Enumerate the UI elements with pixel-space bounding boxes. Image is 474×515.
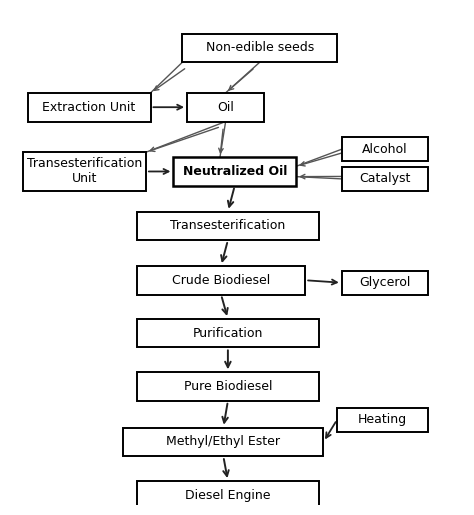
- FancyBboxPatch shape: [123, 427, 323, 456]
- Text: Pure Biodiesel: Pure Biodiesel: [183, 380, 272, 393]
- Text: Crude Biodiesel: Crude Biodiesel: [172, 274, 270, 287]
- Text: Oil: Oil: [217, 101, 234, 114]
- FancyBboxPatch shape: [23, 152, 146, 191]
- FancyBboxPatch shape: [137, 481, 319, 510]
- Text: Alcohol: Alcohol: [362, 143, 408, 156]
- Text: Extraction Unit: Extraction Unit: [43, 101, 136, 114]
- FancyBboxPatch shape: [342, 271, 428, 295]
- FancyBboxPatch shape: [137, 319, 319, 348]
- FancyBboxPatch shape: [182, 33, 337, 62]
- Text: Transesterification
Unit: Transesterification Unit: [27, 158, 142, 185]
- Text: Transesterification: Transesterification: [170, 219, 285, 232]
- Text: Glycerol: Glycerol: [359, 276, 410, 289]
- FancyBboxPatch shape: [337, 408, 428, 432]
- Text: Neutralized Oil: Neutralized Oil: [182, 165, 287, 178]
- FancyBboxPatch shape: [187, 93, 264, 122]
- Text: Non-edible seeds: Non-edible seeds: [206, 41, 314, 55]
- FancyBboxPatch shape: [137, 372, 319, 401]
- FancyBboxPatch shape: [137, 266, 305, 295]
- Text: Diesel Engine: Diesel Engine: [185, 489, 271, 502]
- FancyBboxPatch shape: [342, 167, 428, 191]
- Text: Purification: Purification: [193, 327, 263, 340]
- FancyBboxPatch shape: [137, 212, 319, 240]
- FancyBboxPatch shape: [173, 157, 296, 186]
- Text: Heating: Heating: [358, 413, 407, 426]
- Text: Methyl/Ethyl Ester: Methyl/Ethyl Ester: [166, 435, 280, 449]
- Text: Catalyst: Catalyst: [359, 173, 410, 185]
- FancyBboxPatch shape: [342, 138, 428, 161]
- FancyBboxPatch shape: [27, 93, 151, 122]
